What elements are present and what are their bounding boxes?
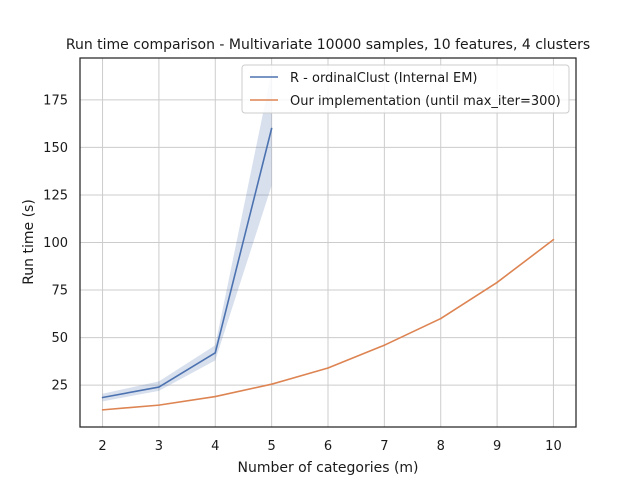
grid [80,58,576,427]
x-tick-label-3: 3 [155,439,163,454]
series-2-point [158,404,160,406]
x-axis-label: Number of categories (m) [237,460,418,476]
legend: R - ordinalClust (Internal EM) Our imple… [241,64,570,114]
series-1-confidence-band [102,71,272,402]
series-1-point [101,396,104,399]
x-tick-label-8: 8 [437,439,445,454]
y-tick-label-100: 100 [43,236,68,251]
legend-box [241,64,570,114]
x-tick-label-9: 9 [493,439,501,454]
series-2-point [214,395,217,398]
plot-frame [79,57,577,428]
series-2-point [270,383,273,386]
y-tick-label-75: 75 [51,284,68,299]
y-tick-label-125: 125 [43,188,68,203]
y-tick-label-25: 25 [51,379,68,394]
x-tick-label-2: 2 [98,439,106,454]
series-lines [101,127,555,411]
series-2-point [101,409,104,411]
series-2-point [496,281,498,284]
series-1-point [270,127,273,130]
confidence-bands [102,71,272,402]
tick-labels: 2 3 4 5 6 7 8 9 10 25 50 75 100 125 150 175 [43,93,562,454]
y-tick-label-175: 175 [43,93,68,108]
series-1-point [158,386,160,388]
x-tick-label-4: 4 [211,439,219,454]
x-tick-label-6: 6 [324,439,332,454]
y-tick-label-50: 50 [51,331,68,346]
series-2-point [383,344,386,347]
legend-label-our-implementation: Our implementation (until max_iter=300) [290,94,561,109]
series-2-point [439,317,442,320]
series-1-point [214,352,217,354]
series-2-point [552,238,555,241]
y-axis-label: Run time (s) [21,199,37,285]
series-2-point [327,367,329,369]
y-tick-label-150: 150 [43,141,68,156]
legend-label-r-ordinalclust: R - ordinalClust (Internal EM) [290,71,477,86]
x-tick-label-5: 5 [267,439,275,454]
series-1-line [102,128,273,399]
x-tick-label-7: 7 [380,439,388,454]
x-tick-label-10: 10 [545,439,562,454]
chart-title: Run time comparison - Multivariate 10000… [66,37,590,53]
